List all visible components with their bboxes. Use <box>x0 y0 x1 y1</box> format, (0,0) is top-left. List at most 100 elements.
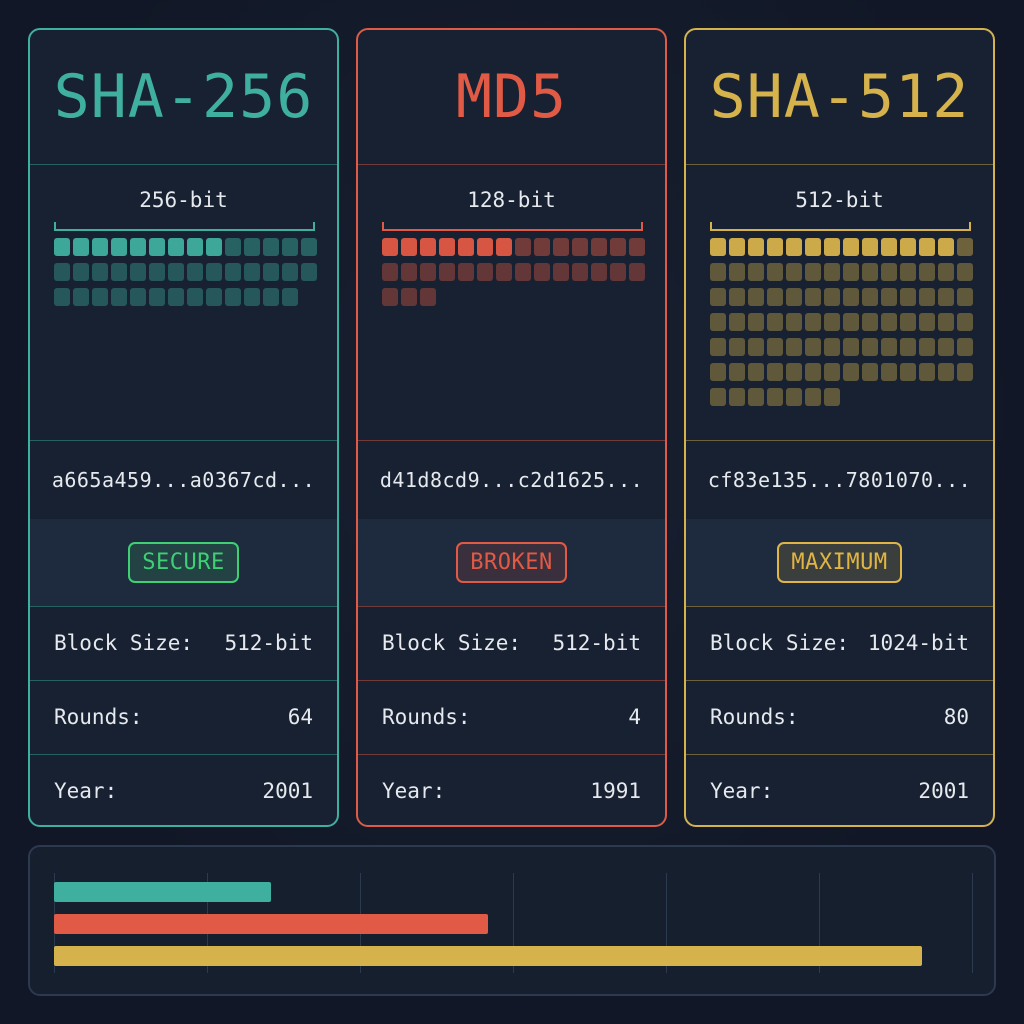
bit-cell <box>610 263 626 281</box>
bit-cell <box>957 313 973 331</box>
bit-cell <box>748 288 764 306</box>
card-md5: MD5 128-bit d41d8cd9...c2d1625... BROKEN… <box>356 28 667 827</box>
bit-cell <box>553 238 569 256</box>
bit-cell <box>206 263 222 281</box>
card-title-section: MD5 <box>358 30 665 164</box>
bit-cell <box>244 263 260 281</box>
bit-cell <box>805 388 821 406</box>
bit-cell <box>710 338 726 356</box>
bit-cell <box>130 238 146 256</box>
bit-cell <box>92 238 108 256</box>
block-size-label: Block Size: <box>710 631 850 655</box>
bit-cell <box>805 313 821 331</box>
bit-cell <box>553 263 569 281</box>
bit-cell <box>225 263 241 281</box>
gridline <box>819 873 820 973</box>
bit-cell <box>900 238 916 256</box>
bit-cell <box>729 263 745 281</box>
bit-cell <box>767 263 783 281</box>
hash-preview-section: d41d8cd9...c2d1625... <box>358 440 665 519</box>
bit-cell <box>919 263 935 281</box>
size-comparison-chart <box>28 845 996 996</box>
bit-cell <box>534 263 550 281</box>
bit-cell <box>957 363 973 381</box>
bit-cell <box>824 388 840 406</box>
bit-cell <box>225 238 241 256</box>
bit-cell <box>710 388 726 406</box>
bit-cell <box>263 263 279 281</box>
rounds-row: Rounds: 64 <box>30 680 337 754</box>
card-sha512: SHA-512 512-bit cf83e135...7801070... MA… <box>684 28 995 827</box>
rounds-row: Rounds: 80 <box>686 680 993 754</box>
block-size-row: Block Size: 512-bit <box>30 606 337 680</box>
bit-cell <box>881 238 897 256</box>
bit-cell <box>767 313 783 331</box>
status-section: MAXIMUM <box>686 519 993 606</box>
year-value: 2001 <box>262 778 313 803</box>
bit-cell <box>401 238 417 256</box>
bit-cell <box>439 263 455 281</box>
bit-cell <box>458 263 474 281</box>
comparison-bar <box>54 882 271 902</box>
bit-cell <box>862 313 878 331</box>
year-label: Year: <box>382 778 446 803</box>
bit-cell <box>420 263 436 281</box>
bit-cell <box>710 288 726 306</box>
bit-cell <box>919 363 935 381</box>
bit-range-bracket <box>710 222 971 231</box>
bit-cell <box>862 363 878 381</box>
bit-cell <box>957 338 973 356</box>
bit-cell <box>710 363 726 381</box>
rounds-row: Rounds: 4 <box>358 680 665 754</box>
hash-preview: a665a459...a0367cd... <box>51 467 316 492</box>
bit-cell <box>938 313 954 331</box>
comparison-bar <box>54 914 488 934</box>
card-title-section: SHA-256 <box>30 30 337 164</box>
bit-cell <box>187 238 203 256</box>
bit-cell <box>767 338 783 356</box>
bit-cell <box>149 288 165 306</box>
gridline <box>972 873 973 973</box>
rounds-label: Rounds: <box>710 705 799 729</box>
bit-cell <box>244 288 260 306</box>
bit-cell <box>420 238 436 256</box>
bit-cell <box>748 263 764 281</box>
bit-cell <box>729 338 745 356</box>
bit-visualization: 256-bit <box>30 164 337 440</box>
bit-cell <box>767 363 783 381</box>
bit-cell <box>225 288 241 306</box>
bit-cell <box>824 238 840 256</box>
block-size-label: Block Size: <box>54 631 194 655</box>
bit-cell <box>843 263 859 281</box>
bit-cell <box>382 263 398 281</box>
bit-cell <box>729 288 745 306</box>
comparison-bar <box>54 946 922 966</box>
rounds-value: 64 <box>287 705 313 729</box>
bit-cell <box>477 238 493 256</box>
bit-cell <box>824 288 840 306</box>
bit-cell <box>710 238 726 256</box>
block-size-value: 512-bit <box>552 631 641 655</box>
bit-cell <box>629 263 645 281</box>
bit-cell <box>149 238 165 256</box>
hash-preview: cf83e135...7801070... <box>707 467 972 492</box>
bit-cell <box>881 263 897 281</box>
bit-cell <box>748 313 764 331</box>
bit-cell <box>919 313 935 331</box>
bit-cell <box>805 363 821 381</box>
bit-cell <box>767 238 783 256</box>
bit-cell <box>919 338 935 356</box>
bit-cell <box>748 388 764 406</box>
bit-cell <box>843 363 859 381</box>
bit-cell <box>244 238 260 256</box>
bit-cell <box>301 263 317 281</box>
bit-cell <box>206 288 222 306</box>
status-badge: BROKEN <box>456 542 567 583</box>
bit-cell <box>805 288 821 306</box>
bit-cell <box>477 263 493 281</box>
bit-cell <box>862 288 878 306</box>
year-row: Year: 2001 <box>30 754 337 825</box>
bit-cell <box>786 388 802 406</box>
status-badge: MAXIMUM <box>777 542 902 583</box>
